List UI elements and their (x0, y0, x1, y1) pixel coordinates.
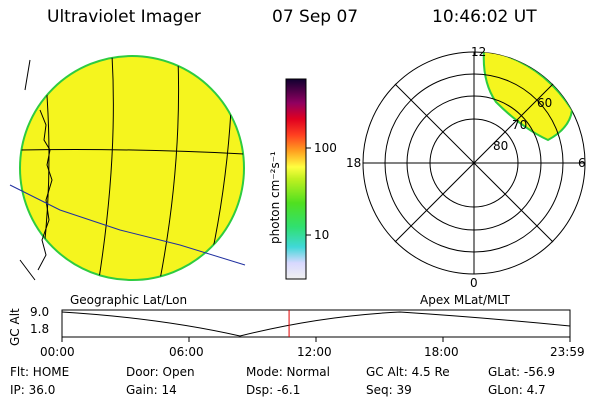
mlat-label-80: 80 (493, 139, 509, 153)
mlt-label-0: 0 (470, 276, 478, 290)
time-tick-2359: 23:59 (550, 345, 585, 359)
mlt-label-12: 12 (471, 45, 487, 59)
altitude-frame (61, 309, 571, 338)
time-tick-0600: 06:00 (169, 345, 204, 359)
status-dsp: Dsp: -6.1 (246, 383, 301, 397)
left-panel-caption: Geographic Lat/Lon (70, 293, 188, 307)
status-glon: GLon: 4.7 (488, 383, 546, 397)
mlat-label-70: 70 (512, 118, 528, 132)
mlt-axis-diag2 (394, 83, 554, 243)
time-label: 10:46:02 UT (432, 7, 537, 27)
status-seq: Seq: 39 (366, 383, 412, 397)
status-glat: GLat: -56.9 (488, 365, 555, 379)
status-ip: IP: 36.0 (10, 383, 56, 397)
status-door: Door: Open (126, 365, 195, 379)
status-mode: Mode: Normal (246, 365, 330, 379)
altitude-ytick-max: 9.0 (30, 305, 50, 319)
time-tick-0000: 00:00 (40, 345, 75, 359)
mlat-label-60: 60 (537, 96, 553, 110)
colorbar (285, 78, 311, 280)
app-title: Ultraviolet Imager (47, 7, 201, 27)
terminator-line (9, 184, 246, 266)
mlt-label-6: 6 (578, 156, 586, 170)
altitude-curve (61, 311, 571, 337)
mlt-label-18: 18 (346, 156, 362, 170)
colorbar-tick-10: 10 (314, 228, 330, 242)
status-gcalt: GC Alt: 4.5 Re (366, 365, 450, 379)
geographic-disk (9, 55, 246, 281)
coastline (37, 109, 53, 271)
time-tick-1800: 18:00 (424, 345, 459, 359)
right-panel-caption: Apex MLat/MLT (420, 293, 510, 307)
altitude-ylabel: GC Alt (8, 308, 22, 346)
altitude-ytick-min: 1.8 (30, 322, 50, 336)
status-gain: Gain: 14 (126, 383, 177, 397)
colorbar-unit-label: photon cm⁻²s⁻¹ (268, 151, 282, 244)
colorbar-gradient (285, 78, 307, 280)
altitude-plot (61, 309, 571, 342)
uv-disk (19, 55, 245, 281)
colorbar-tick-100: 100 (314, 141, 337, 155)
time-tick-1200: 12:00 (297, 345, 332, 359)
edge-lines (19, 59, 36, 281)
polar-plot (362, 51, 586, 275)
date-label: 07 Sep 07 (272, 7, 359, 27)
status-flt: Flt: HOME (10, 365, 70, 379)
